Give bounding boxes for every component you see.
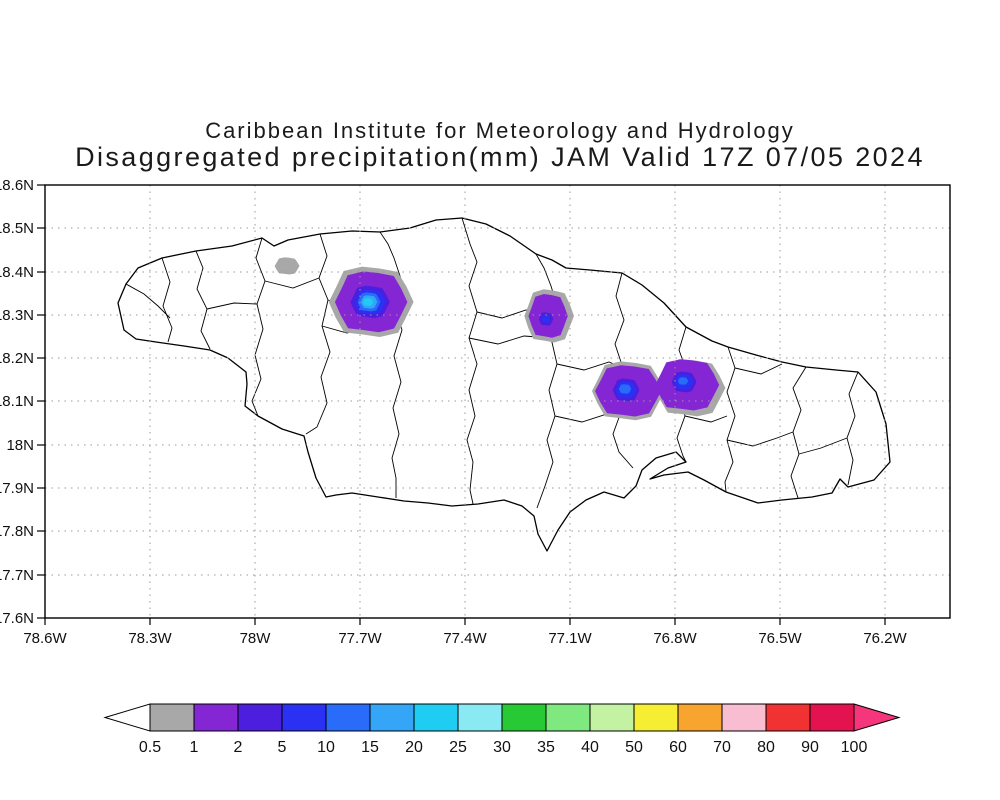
colorbar-segment [501, 703, 547, 732]
lat-tick-label: 18.6N [0, 177, 34, 194]
colorbar-segment [809, 703, 855, 732]
boundary-line [790, 366, 807, 499]
colorbar-segment [413, 703, 459, 732]
lon-tick-label: 77.1W [548, 630, 592, 647]
axis-labels: 18.6N 18.5N 18.4N 18.3N 18.2N 18.1N 18N 17.9N 17… [0, 177, 908, 647]
lat-tick-label: 17.6N [0, 610, 34, 627]
lat-tick-label: 18.5N [0, 220, 34, 237]
lat-tick-label: 18N [6, 437, 34, 454]
boundary-line [798, 437, 848, 455]
boundary-line [535, 253, 560, 509]
boundary-line [724, 346, 736, 493]
lat-tick-label: 17.7N [0, 567, 34, 584]
map-lines [117, 217, 891, 552]
boundary-line [684, 415, 728, 423]
boundary-line [305, 233, 331, 435]
precip-contour-cell-west-central-large [362, 298, 374, 306]
boundary-line [379, 231, 403, 498]
colorbar-segment [589, 703, 635, 732]
lat-tick-label: 17.8N [0, 523, 34, 540]
colorbar-segment [633, 703, 679, 732]
colorbar-tick-label: 15 [361, 739, 379, 756]
colorbar-segment [281, 703, 327, 732]
precip-contour-cell-east-inland-east [677, 377, 689, 385]
precip-cells [274, 257, 726, 421]
colorbar-above-max-arrow [853, 703, 901, 732]
boundary-line [161, 257, 173, 343]
boundary-line [264, 277, 320, 289]
colorbar-segment [545, 703, 591, 732]
boundary-line [734, 363, 783, 375]
colorbar-tick-label: 90 [801, 739, 819, 756]
colorbar-segment [677, 703, 723, 732]
colorbar-tick-label: 1 [190, 739, 199, 756]
lat-tick-label: 18.4N [0, 264, 34, 281]
jamaica-coastline [117, 217, 891, 552]
lon-tick-label: 78W [240, 630, 272, 647]
latlon-grid [45, 185, 950, 618]
axis-ticks [37, 184, 886, 625]
institute-title: Caribbean Institute for Meteorology and … [205, 118, 795, 143]
colorbar-segment [369, 703, 415, 732]
colorbar-segment [765, 703, 811, 732]
colorbar: 0.5 1 2 5 10 15 20 25 30 35 40 50 60 70 80 90 100 [103, 703, 901, 756]
boundary-line [206, 302, 258, 310]
lon-tick-label: 76.8W [653, 630, 697, 647]
product-title: Disaggregated precipitation(mm) JAM Vali… [75, 142, 925, 172]
lat-tick-label: 17.9N [0, 480, 34, 497]
colorbar-segment [237, 703, 283, 732]
colorbar-segment [149, 703, 195, 732]
colorbar-tick-label: 5 [278, 739, 287, 756]
boundary-line [195, 250, 211, 350]
map-frame [44, 184, 951, 619]
lon-tick-label: 76.5W [758, 630, 802, 647]
colorbar-segment [325, 703, 371, 732]
colorbar-tick-label: 80 [757, 739, 775, 756]
precip-contour-cell-northwest-small [274, 257, 300, 275]
lon-tick-label: 77.4W [443, 630, 487, 647]
colorbar-tick-label: 2 [234, 739, 243, 756]
lon-tick-label: 78.3W [128, 630, 172, 647]
colorbar-tick-label: 0.5 [139, 739, 161, 756]
boundary-line [251, 237, 266, 417]
lon-tick-label: 76.2W [863, 630, 907, 647]
colorbar-tick-label: 50 [625, 739, 643, 756]
colorbar-tick-label: 30 [493, 739, 511, 756]
colorbar-segment [721, 703, 767, 732]
lon-tick-label: 77.7W [338, 630, 382, 647]
boundary-line [125, 283, 171, 319]
precip-contour-cell-east-inland-west [618, 384, 632, 394]
colorbar-segment [193, 703, 239, 732]
colorbar-tick-label: 60 [669, 739, 687, 756]
lat-tick-label: 18.1N [0, 393, 34, 410]
colorbar-tick-label: 100 [841, 739, 868, 756]
precip-contour-cell-central [541, 315, 551, 323]
colorbar-tick-label: 10 [317, 739, 335, 756]
colorbar-tick-label: 25 [449, 739, 467, 756]
colorbar-tick-label: 40 [581, 739, 599, 756]
lat-tick-label: 18.2N [0, 350, 34, 367]
boundary-line [461, 217, 478, 505]
colorbar-tick-label: 70 [713, 739, 731, 756]
colorbar-tick-label: 20 [405, 739, 423, 756]
colorbar-below-min-arrow [103, 703, 151, 732]
lat-tick-label: 18.3N [0, 307, 34, 324]
boundary-line [726, 431, 794, 447]
colorbar-tick-label: 35 [537, 739, 555, 756]
lon-tick-label: 78.6W [23, 630, 67, 647]
boundary-line [846, 371, 859, 486]
colorbar-segment [457, 703, 503, 732]
